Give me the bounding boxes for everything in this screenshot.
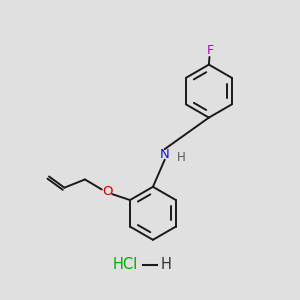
Text: H: H (176, 151, 185, 164)
Text: N: N (160, 148, 169, 161)
Text: HCl: HCl (112, 257, 138, 272)
Text: H: H (161, 257, 172, 272)
Text: O: O (102, 185, 112, 198)
Text: F: F (207, 44, 214, 57)
